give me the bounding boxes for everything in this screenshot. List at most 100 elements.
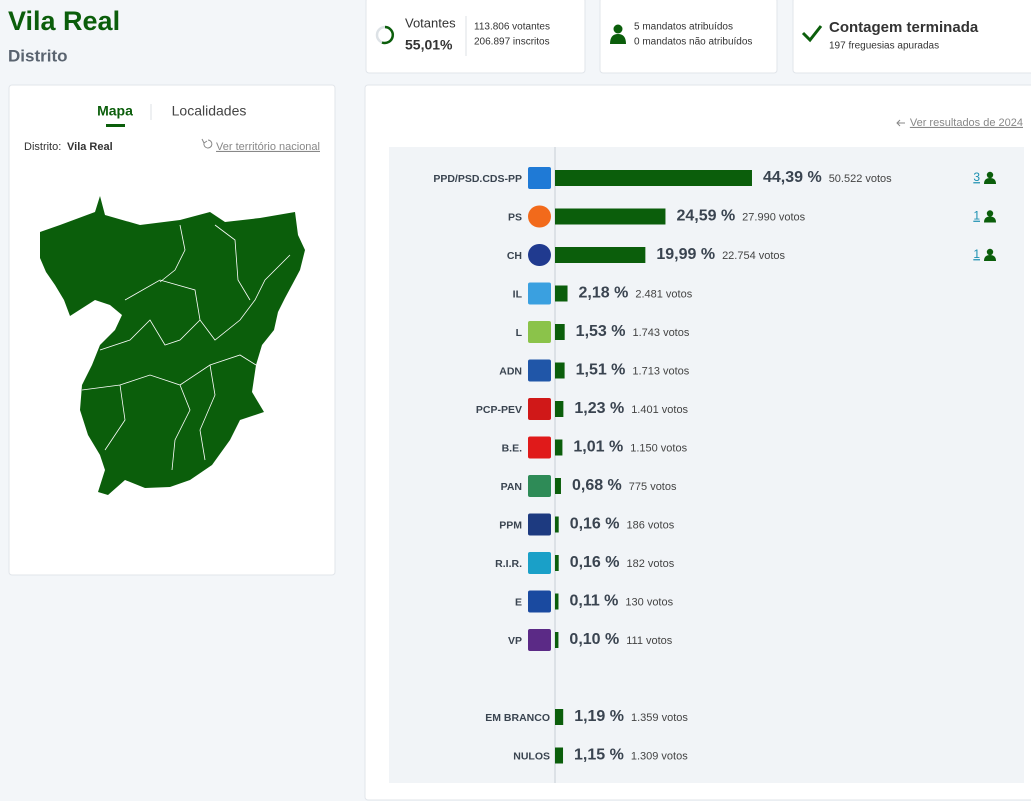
voters-count: 113.806 votantes — [474, 22, 550, 33]
votes: 1.359 votos — [631, 712, 688, 724]
party-logo — [528, 359, 551, 382]
bar — [555, 709, 564, 725]
party-name: ADN — [499, 365, 522, 377]
bar — [555, 555, 559, 571]
party-name: VP — [508, 635, 522, 647]
person-icon — [986, 248, 994, 256]
seats-link[interactable]: 1 — [973, 247, 980, 261]
voters-pct: 55,01% — [405, 37, 453, 53]
tab[interactable]: Mapa — [97, 103, 133, 119]
votes: 22.754 votos — [722, 250, 785, 262]
party-logo — [528, 475, 551, 497]
bar — [555, 247, 646, 263]
person-icon — [984, 255, 996, 261]
tab-underline — [106, 124, 125, 127]
bar — [555, 516, 559, 533]
check-icon — [801, 25, 823, 43]
votes: 182 votos — [627, 558, 675, 570]
voters-label: Votantes — [405, 15, 456, 30]
district-name: Vila Real — [67, 141, 113, 153]
district-subtitle: Distrito — [8, 46, 68, 65]
party-name: PPM — [499, 519, 522, 531]
seats-unassigned: 0 mandatos não atribuídos — [634, 37, 752, 48]
party-name: EM BRANCO — [485, 712, 550, 724]
seats-link[interactable]: 3 — [973, 170, 980, 184]
status-card — [792, 0, 1031, 74]
party-logo — [528, 167, 551, 189]
bar — [555, 324, 565, 340]
party-name: E — [515, 596, 522, 608]
bar — [555, 170, 752, 186]
percent-label: 1,15 % — [574, 747, 624, 764]
previous-results-link[interactable]: Ver resultados de 2024 — [910, 117, 1023, 129]
person-icon — [610, 34, 626, 44]
percent-label: 19,99 % — [656, 246, 715, 263]
party-name: PPD/PSD.CDS-PP — [433, 173, 522, 185]
bar — [555, 747, 564, 764]
votes: 50.522 votos — [829, 173, 892, 185]
municipality-borders — [81, 224, 291, 471]
percent-label: 1,53 % — [576, 323, 626, 340]
votes: 775 votos — [629, 481, 677, 493]
percent-label: 0,16 % — [570, 516, 620, 533]
percent-label: 0,68 % — [572, 477, 622, 494]
tab[interactable]: Localidades — [172, 103, 247, 119]
party-logo — [528, 629, 551, 651]
party-logo — [528, 244, 551, 266]
registered-count: 206.897 inscritos — [474, 37, 550, 48]
party-logo — [528, 590, 551, 613]
percent-label: 44,39 % — [763, 169, 822, 186]
party-logo — [528, 398, 551, 420]
percent-label: 0,16 % — [570, 554, 620, 571]
bar — [555, 439, 563, 456]
votes: 1.743 votos — [632, 327, 689, 339]
person-icon — [986, 171, 994, 179]
party-logo — [528, 321, 551, 343]
party-logo — [528, 436, 551, 459]
party-name: CH — [507, 250, 522, 262]
person-icon — [984, 216, 996, 223]
seats-card — [599, 0, 778, 74]
votes: 1.401 votos — [631, 404, 688, 416]
percent-label: 0,11 % — [569, 593, 618, 610]
bar — [555, 401, 564, 417]
votes: 1.713 votos — [632, 365, 689, 377]
party-logo — [528, 552, 551, 574]
votes: 27.990 votos — [742, 211, 805, 223]
percent-label: 24,59 % — [676, 208, 735, 225]
bar — [555, 478, 561, 494]
seats-assigned: 5 mandatos atribuídos — [634, 22, 733, 33]
district-title: Vila Real — [8, 6, 120, 36]
person-icon — [984, 178, 996, 184]
national-link[interactable]: Ver território nacional — [216, 141, 320, 153]
party-name: PCP-PEV — [476, 404, 522, 416]
party-name: IL — [513, 288, 523, 300]
party-name: L — [516, 327, 523, 339]
votes: 130 votos — [625, 596, 673, 608]
voters-card — [365, 0, 586, 74]
percent-label: 2,18 % — [579, 285, 629, 302]
district-map[interactable] — [40, 196, 305, 495]
party-name: PAN — [501, 481, 522, 493]
progress-ring — [381, 25, 394, 45]
bar — [555, 632, 559, 648]
bar — [555, 593, 559, 610]
undo-icon — [201, 138, 213, 149]
district-label: Distrito: — [24, 141, 61, 153]
bar — [555, 285, 568, 302]
person-icon — [613, 24, 623, 34]
seats-link[interactable]: 1 — [973, 209, 980, 223]
bar — [555, 208, 666, 225]
arrow-icon — [896, 119, 905, 127]
votes: 2.481 votos — [635, 288, 692, 300]
percent-label: 1,23 % — [574, 400, 624, 417]
party-logo — [528, 205, 551, 228]
votes: 186 votos — [627, 519, 675, 531]
votes: 1.150 votos — [630, 442, 687, 454]
party-name: B.E. — [502, 442, 523, 454]
bar — [555, 362, 565, 379]
party-name: NULOS — [513, 750, 550, 762]
percent-label: 1,19 % — [574, 708, 624, 725]
votes: 1.309 votos — [631, 750, 688, 762]
